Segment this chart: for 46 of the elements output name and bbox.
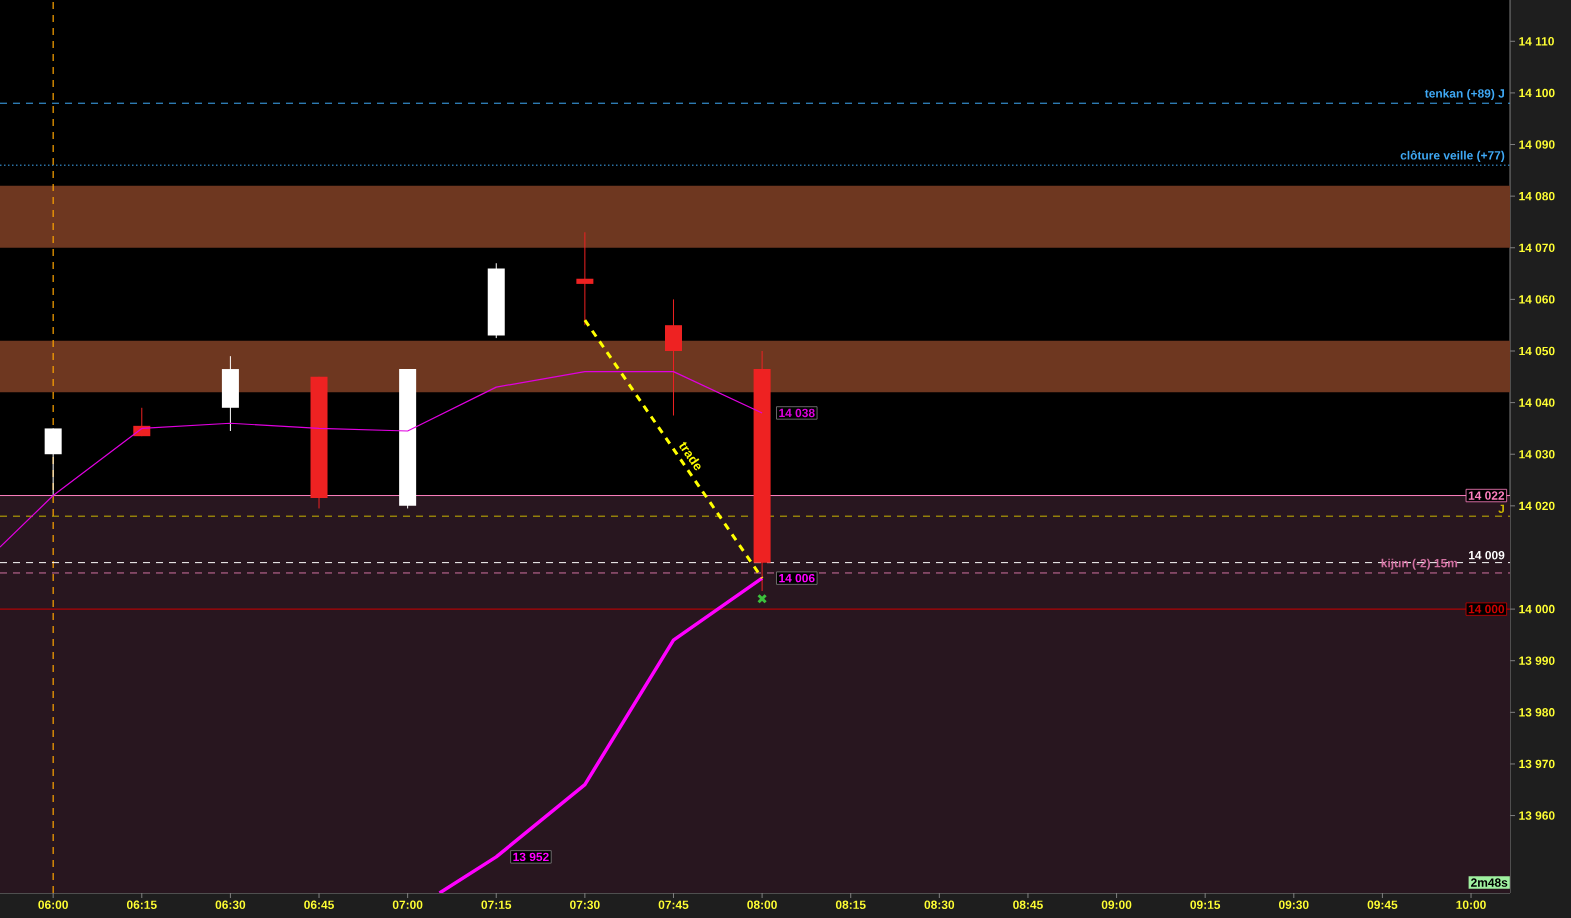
y-tick-label: 13 970 (1519, 759, 1555, 769)
x-tick-label: 09:30 (1278, 900, 1309, 910)
y-tick-label: 14 090 (1519, 140, 1555, 149)
line-series (0, 371, 763, 548)
y-tick-label: 13 980 (1519, 708, 1555, 717)
x-tick-label: 06:45 (304, 900, 334, 909)
annotation: 2m48s (1471, 878, 1508, 887)
candlestick (576, 231, 594, 326)
y-tick-label: 14 000 (1519, 604, 1555, 614)
ref-line-label: J (1498, 504, 1505, 513)
x-tick-label: 07:45 (658, 900, 689, 909)
y-tick-label: 14 020 (1519, 501, 1555, 511)
y-tick-label: 14 050 (1519, 346, 1555, 356)
data-label: 13 952 (513, 852, 549, 862)
y-tick-label: 14 070 (1519, 243, 1555, 252)
x-tick-label: 08:15 (835, 900, 866, 909)
x-tick-label: 09:00 (1101, 900, 1132, 909)
data-label: 14 038 (779, 408, 815, 418)
y-tick-label: 14 060 (1519, 295, 1555, 304)
y-tick-label: 14 040 (1519, 398, 1555, 407)
x-tick-label: 09:15 (1190, 900, 1221, 909)
y-tick-label: 14 110 (1519, 37, 1554, 46)
y-tick-label: 14 030 (1519, 450, 1555, 459)
y-tick-label: 14 100 (1519, 88, 1555, 98)
x-tick-label: 09:45 (1367, 900, 1398, 909)
x-tick-label: 10:00 (1456, 900, 1486, 909)
x-tick-label: 06:00 (38, 900, 68, 909)
ref-line-label: 14 022 (1468, 491, 1505, 500)
y-tick-label: 13 960 (1519, 811, 1555, 820)
x-tick-label: 08:45 (1013, 900, 1043, 909)
x-tick-label: 08:00 (747, 900, 777, 909)
y-tick-label: 14 080 (1519, 191, 1555, 201)
ref-line-label: tenkan (+89) J (1424, 88, 1504, 101)
x-tick-label: 07:15 (481, 900, 512, 909)
x-tick-label: 06:15 (126, 900, 157, 909)
x-tick-label: 07:30 (570, 900, 600, 910)
ref-line-label: kijun (-2) 15m (1381, 558, 1458, 570)
x-tick-label: 06:30 (215, 900, 246, 910)
x-tick-label: 08:30 (924, 900, 955, 910)
data-label: 14 006 (779, 573, 815, 583)
ref-line-label: clôture veille (+77) (1400, 150, 1505, 162)
y-tick-label: 13 990 (1519, 656, 1555, 665)
ref-line-label: 14 009 (1469, 550, 1505, 560)
ref-line-label: 14 000 (1468, 604, 1505, 614)
line-series (437, 576, 764, 893)
x-tick-label: 07:00 (392, 900, 423, 909)
